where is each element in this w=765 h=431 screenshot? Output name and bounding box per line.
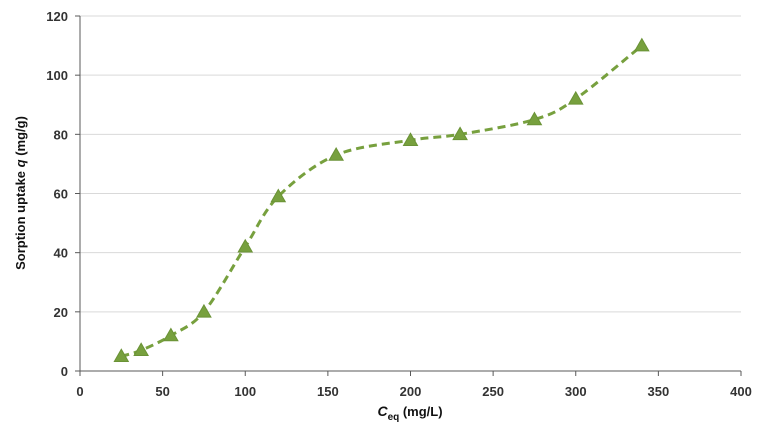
x-tick-label-0: 0 (76, 384, 83, 399)
data-point-3 (196, 303, 212, 318)
y-tick-label-40: 40 (54, 246, 68, 261)
x-tick-label-200: 200 (400, 384, 422, 399)
x-tick-label-300: 300 (565, 384, 587, 399)
data-point-0 (113, 348, 130, 362)
data-point-10 (567, 90, 584, 105)
x-tick-label-250: 250 (482, 384, 504, 399)
y-tick-labels: 0 20 40 60 80 100 120 (46, 9, 80, 379)
x-tick-label-100: 100 (234, 384, 256, 399)
y-tick-label-80: 80 (54, 127, 68, 142)
data-point-4 (237, 238, 254, 253)
y-tick-label-20: 20 (54, 305, 68, 320)
gridlines (80, 15, 741, 313)
data-point-11 (633, 37, 650, 52)
data-point-5 (270, 188, 287, 203)
series-line (120, 44, 643, 358)
x-tick-label-350: 350 (648, 384, 670, 399)
data-point-8 (452, 126, 468, 141)
y-axis-title: Sorption uptake q (mg/g) (13, 116, 28, 270)
data-markers (113, 37, 650, 362)
y-tick-label-120: 120 (46, 9, 68, 24)
y-tick-label-60: 60 (54, 187, 68, 202)
x-tick-label-50: 50 (155, 384, 169, 399)
data-point-1 (133, 342, 150, 357)
x-tick-label-400: 400 (730, 384, 752, 399)
x-tick-label-150: 150 (317, 384, 339, 399)
y-tick-label-100: 100 (46, 68, 68, 83)
y-tick-label-0: 0 (61, 364, 68, 379)
data-point-6 (328, 147, 344, 161)
data-point-7 (402, 132, 419, 146)
data-point-2 (163, 327, 179, 342)
x-tick-labels: 0 50 100 150 200 250 300 350 400 (76, 371, 752, 399)
x-axis-title: Ceq (mg/L) (377, 403, 442, 423)
data-point-9 (526, 111, 543, 126)
